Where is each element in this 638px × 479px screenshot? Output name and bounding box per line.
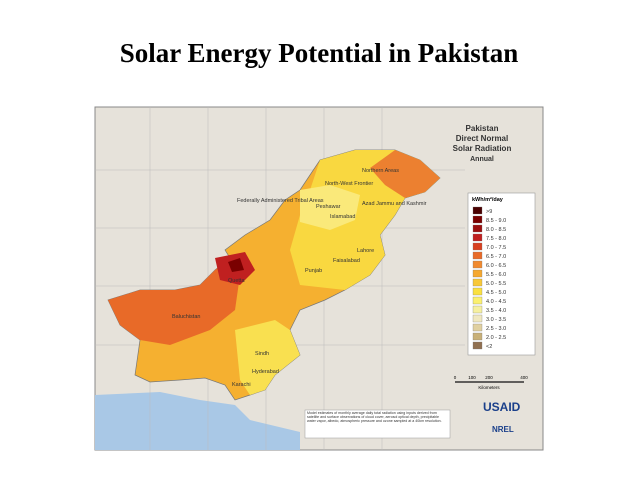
legend-swatch [472,251,483,260]
slide-title: Solar Energy Potential in Pakistan [119,38,519,68]
legend-label: 6.0 - 6.5 [486,263,506,269]
scale-unit: Kilometers [478,385,500,390]
legend-swatch [472,314,483,323]
legend-swatch [472,269,483,278]
west-zone [108,258,240,345]
place-label: Faisalabad [333,258,360,264]
legend-label: 6.5 - 7.0 [486,254,506,260]
place-label: Islamabad [330,214,355,220]
legend-swatch [472,305,483,314]
legend-label: 5.5 - 6.0 [486,272,506,278]
sea [95,392,300,450]
logo: USAID [483,400,521,414]
legend-swatch [472,278,483,287]
legend-swatch [472,224,483,233]
place-label: Quetta [228,278,245,284]
note: Model estimates of monthly average daily… [307,411,442,424]
place-label: Punjab [305,268,322,274]
note-text: Model estimates of monthly average daily… [307,411,442,424]
legend-label: 5.0 - 5.5 [486,281,506,287]
legend-swatch [472,206,483,215]
map-title-line: Pakistan [466,124,499,133]
legend-swatch [472,215,483,224]
legend-label: 4.5 - 5.0 [486,290,506,296]
legend-label: 7.5 - 8.0 [486,236,506,242]
capital-zone [300,185,360,230]
place-label: Federally Administered Tribal Areas [237,198,324,204]
legend-label: 4.0 - 4.5 [486,299,506,305]
place-label: Azad Jammu and Kashmir [362,201,427,207]
place-label: Peshawar [316,204,341,210]
northern-hot [370,150,440,198]
legend-label: 8.0 - 8.5 [486,227,506,233]
legend-swatch [472,341,483,350]
place-label: Karachi [232,382,251,388]
place-label: Baluchistan [172,314,200,320]
map-title-line: Solar Radiation [453,144,512,153]
legend-label: 3.5 - 4.0 [486,308,506,314]
place-label: Lahore [357,248,374,254]
legend-swatch [472,323,483,332]
place-label: North-West Frontier [325,181,373,187]
legend-title: kWh/m²/day [472,196,504,203]
legend-label: >9 [486,209,492,215]
legend-swatch [472,233,483,242]
logo: NREL [492,425,514,434]
place-label: Hyderabad [252,369,279,375]
legend-label: 2.5 - 3.0 [486,326,506,332]
scale-bar: 0 100 200 400 Kilometers [454,375,529,390]
legend-swatch [472,287,483,296]
scale-label: 100 [468,375,476,380]
legend-label: 8.5 - 9.0 [486,218,506,224]
legend-label: 7.0 - 7.5 [486,245,506,251]
place-label: Sindh [255,351,269,357]
scale-label: 0 [454,375,457,380]
note-box [304,409,451,439]
place-label: Northern Areas [362,168,399,174]
legend-label: 3.0 - 3.5 [486,317,506,323]
legend-swatch [472,332,483,341]
legend-swatch [472,260,483,269]
sindh-zone [235,320,300,395]
scale-label: 200 [485,375,493,380]
quetta-peak [228,258,244,272]
legend-label: <2 [486,344,492,350]
map-title-line: Direct Normal [456,134,508,143]
legend-swatch [472,242,483,251]
scale-label: 400 [520,375,528,380]
legend-swatch [472,296,483,305]
map-title-line: Annual [470,156,494,163]
legend-label: 2.0 - 2.5 [486,335,506,341]
